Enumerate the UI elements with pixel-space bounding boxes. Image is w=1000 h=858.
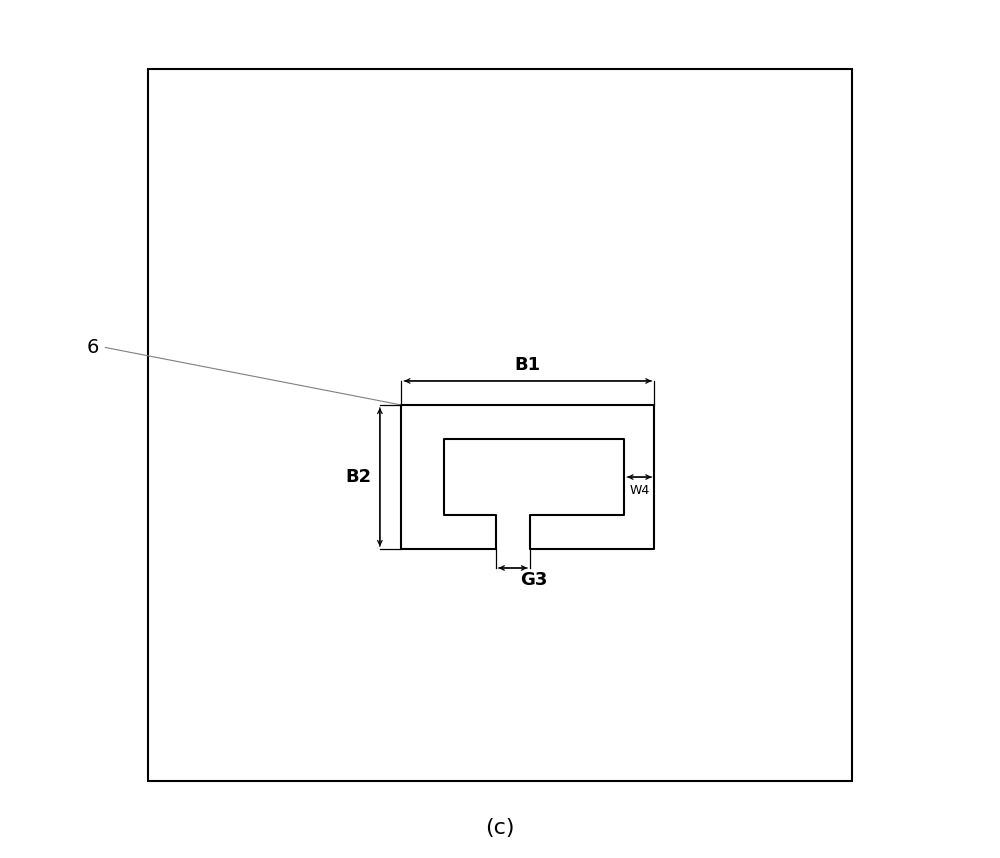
Text: G3: G3 — [520, 571, 547, 589]
Text: B1: B1 — [515, 356, 541, 374]
Bar — [148, 69, 852, 781]
Text: 6: 6 — [86, 338, 99, 357]
Text: B2: B2 — [345, 468, 371, 486]
Text: (c): (c) — [485, 818, 515, 838]
Text: W4: W4 — [629, 484, 650, 497]
